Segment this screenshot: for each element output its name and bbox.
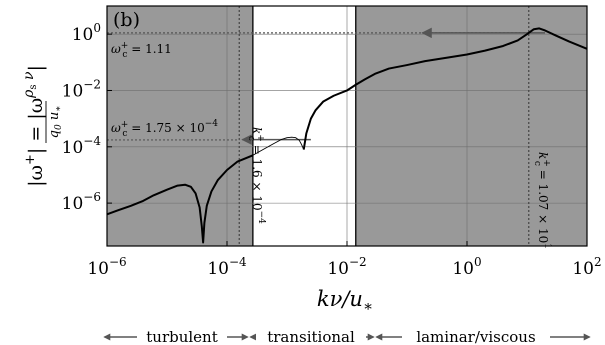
series [107,27,587,244]
critical-k-lines [238,6,530,246]
regime-turbulent: turbulent [146,328,217,345]
arrows [241,27,546,145]
k-c-label: k+c = 1.6 × 10−4 [246,127,266,224]
y-tick-label: 10−2 [62,77,101,101]
k-c-label: k+c = 1.07 × 101 [532,152,552,249]
x-tick-label: 10−2 [327,255,366,279]
y-tick-label: 10−4 [62,134,102,158]
x-tick-label: 10−6 [87,255,126,279]
y-tick-label: 100 [72,21,101,45]
series-line [107,154,254,244]
omega-c-label: ω+ c = 1.75 × 10−4 [111,119,218,139]
panel-label: (b) [113,9,140,31]
shaded-regions [107,6,587,246]
regime-laminar: laminar/viscous [416,328,535,345]
y-tick-label: 10−6 [62,190,101,214]
regime-transitional: transitional [267,328,355,345]
svg-text:|ω+| = |ωρs ν|: |ω+| = |ωρs ν| [21,65,47,187]
y-axis-label: |ω+| = |ωρs ν| q0 u∗ [21,65,64,187]
omega-c-label: ω+ c = 1.11 [111,41,172,60]
series-line [252,136,305,156]
x-tick-label: 102 [572,255,601,279]
regime-bar: turbulent transitional laminar/viscous [103,326,591,345]
svg-text:q0 u∗: q0 u∗ [47,106,64,139]
x-tick-label: 10−4 [207,255,247,279]
series-line [302,27,587,150]
shaded-region [355,6,587,246]
x-tick-label: 100 [452,255,481,279]
x-axis-label: kν/u∗ [317,287,373,315]
annotations: ω+ c = 1.11 ω+ c = 1.75 × 10−4 k+c = 1.6 × 1… [111,41,552,249]
